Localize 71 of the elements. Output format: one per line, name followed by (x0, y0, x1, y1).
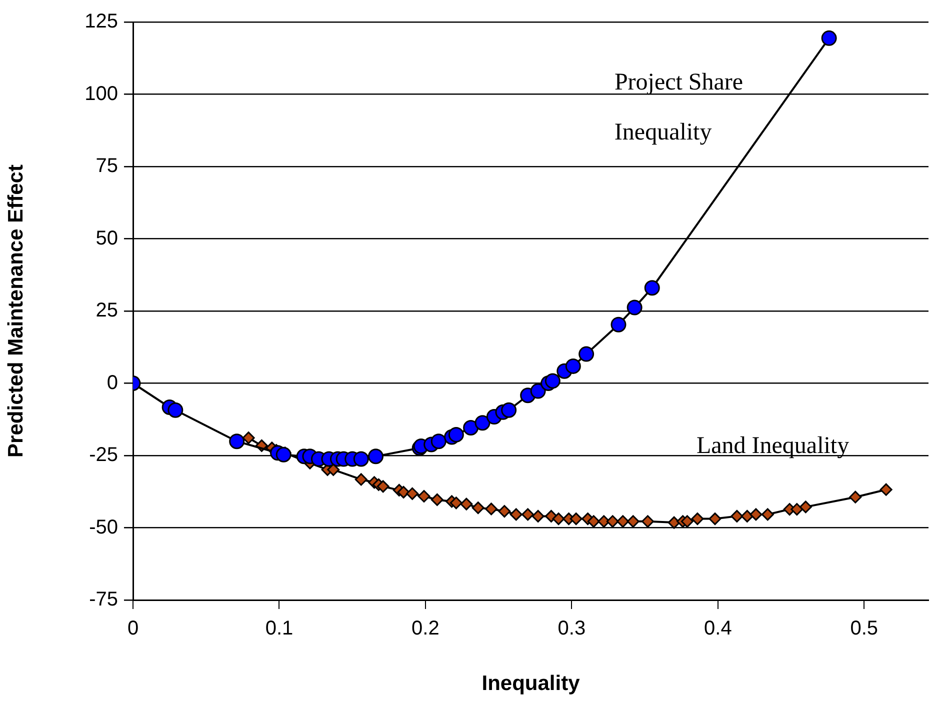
point (368, 448, 384, 464)
point (498, 505, 511, 518)
x-tick-label: 0.1 (265, 618, 294, 640)
y-axis-title: Predicted Maintenance Effect (4, 164, 28, 458)
point (570, 512, 582, 526)
point (626, 515, 640, 528)
y-tick-label: -25 (89, 444, 118, 466)
point (463, 420, 479, 436)
y-tick-label: 125 (84, 10, 118, 33)
point (430, 434, 446, 450)
point (418, 490, 430, 502)
point (353, 451, 369, 467)
point (606, 515, 619, 528)
point (376, 480, 390, 493)
point (510, 508, 522, 521)
point (790, 503, 804, 516)
y-tick-label: 50 (96, 227, 118, 250)
point (168, 402, 184, 418)
point (532, 510, 544, 522)
point (552, 512, 565, 526)
x-tick-label: 0.2 (412, 618, 440, 640)
x-axis-title: Inequality (482, 672, 580, 696)
point (821, 30, 837, 46)
point (229, 434, 245, 450)
series-label: Land Inequality (696, 432, 850, 459)
point (641, 515, 654, 528)
point (750, 508, 762, 521)
point (474, 415, 490, 431)
y-tick-label: 75 (96, 155, 118, 178)
point (501, 402, 517, 418)
y-tick-label: 0 (106, 372, 118, 394)
point (406, 487, 419, 500)
point (880, 483, 892, 496)
point (450, 496, 462, 510)
point (668, 516, 680, 529)
point (680, 515, 694, 528)
point (276, 446, 292, 462)
y-tick-label: 100 (84, 82, 118, 105)
point (430, 493, 444, 506)
y-tick-label: -75 (89, 588, 118, 611)
x-tick-label: 0.5 (850, 618, 878, 640)
point (544, 373, 560, 389)
point (530, 383, 546, 399)
point (799, 500, 812, 514)
point (610, 316, 626, 332)
point (578, 346, 594, 362)
point (448, 426, 464, 442)
point (626, 300, 642, 316)
point (485, 502, 498, 516)
point (460, 498, 473, 510)
y-tick-label: 25 (96, 300, 118, 322)
point (522, 508, 534, 521)
point (761, 508, 774, 521)
series-label: Project Share Inequality (614, 69, 744, 146)
x-tick-label: 0 (127, 618, 139, 640)
x-tick-label: 0.4 (704, 618, 732, 640)
point (354, 473, 368, 486)
point (849, 490, 862, 504)
point (242, 432, 255, 444)
y-tick-label: -50 (89, 516, 118, 538)
point (472, 502, 484, 514)
point (691, 512, 704, 526)
point (587, 515, 600, 528)
point (565, 358, 581, 374)
point (740, 510, 754, 522)
x-tick-label: 0.3 (558, 618, 586, 640)
point (616, 515, 630, 528)
point (730, 510, 744, 522)
point (397, 486, 410, 498)
point (708, 512, 722, 526)
point (644, 280, 660, 296)
